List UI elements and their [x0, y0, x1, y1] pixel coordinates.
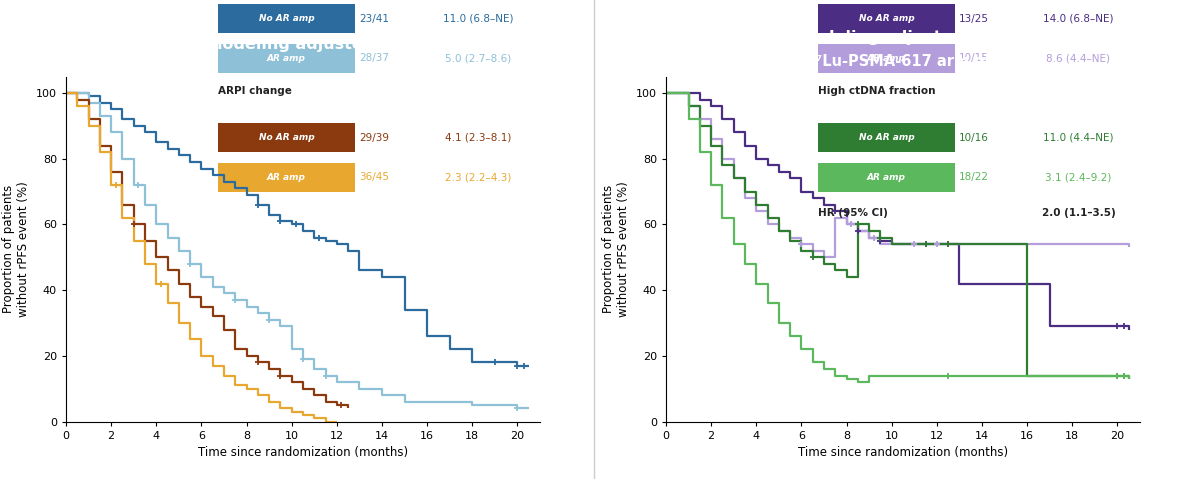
Text: No AR amp: No AR amp [858, 133, 914, 142]
FancyBboxPatch shape [817, 44, 955, 73]
Text: AR amp: AR amp [266, 173, 306, 182]
FancyBboxPatch shape [217, 4, 355, 33]
Text: No AR amp: No AR amp [858, 14, 914, 23]
FancyBboxPatch shape [217, 44, 355, 73]
Text: 3.1 (2.4–9.2): 3.1 (2.4–9.2) [1045, 172, 1111, 182]
X-axis label: Time since randomization (months): Time since randomization (months) [798, 446, 1008, 459]
Text: 2.0 (1.1–3.5): 2.0 (1.1–3.5) [1042, 208, 1115, 217]
FancyBboxPatch shape [817, 4, 955, 33]
Text: 2.3 (2.2–4.3): 2.3 (2.2–4.3) [445, 172, 511, 182]
FancyBboxPatch shape [217, 124, 355, 152]
Text: 13/25: 13/25 [959, 14, 989, 24]
Text: 4.1 (2.3–8.1): 4.1 (2.3–8.1) [445, 133, 511, 143]
FancyBboxPatch shape [217, 163, 355, 192]
Text: 11.0 (4.4–NE): 11.0 (4.4–NE) [1043, 133, 1114, 143]
FancyBboxPatch shape [817, 124, 955, 152]
Text: No AR amp: No AR amp [258, 14, 314, 23]
Text: 28/37: 28/37 [359, 54, 389, 63]
Text: No AR amp: No AR amp [258, 133, 314, 142]
X-axis label: Time since randomization (months): Time since randomization (months) [198, 446, 408, 459]
Text: 11.0 (6.8–NE): 11.0 (6.8–NE) [443, 14, 514, 24]
Text: 8.6 (4.4–NE): 8.6 (4.4–NE) [1046, 54, 1110, 63]
Y-axis label: Proportion of patients
without rPFS event (%): Proportion of patients without rPFS even… [602, 181, 630, 317]
Text: 14.0 (6.8–NE): 14.0 (6.8–NE) [1043, 14, 1114, 24]
Text: 18/22: 18/22 [959, 172, 989, 182]
Text: Confirmation modeling adjusted for ctDNA fraction:: Confirmation modeling adjusted for ctDNA… [672, 30, 1141, 45]
Text: 10/15: 10/15 [959, 54, 989, 63]
Text: 10/16: 10/16 [959, 133, 989, 143]
Text: HR (95% CI): HR (95% CI) [817, 208, 888, 217]
Y-axis label: Proportion of patients
without rPFS event (%): Proportion of patients without rPFS even… [2, 181, 30, 317]
Text: ¹⁷⁷Lu-PSMA-617 arm only: ¹⁷⁷Lu-PSMA-617 arm only [804, 55, 1009, 69]
Text: 23/41: 23/41 [359, 14, 389, 24]
Text: AR amp: AR amp [866, 173, 906, 182]
Text: High ctDNA fraction: High ctDNA fraction [817, 86, 935, 96]
Text: AR amp: AR amp [266, 54, 306, 63]
Text: AR amp: AR amp [866, 54, 906, 63]
FancyBboxPatch shape [817, 163, 955, 192]
Text: 29/39: 29/39 [359, 133, 389, 143]
Text: Univariable modeling adjusted for treatment: Univariable modeling adjusted for treatm… [97, 37, 504, 52]
Text: ARPI change: ARPI change [217, 86, 292, 96]
Text: 36/45: 36/45 [359, 172, 389, 182]
Text: 5.0 (2.7–8.6): 5.0 (2.7–8.6) [445, 54, 511, 63]
